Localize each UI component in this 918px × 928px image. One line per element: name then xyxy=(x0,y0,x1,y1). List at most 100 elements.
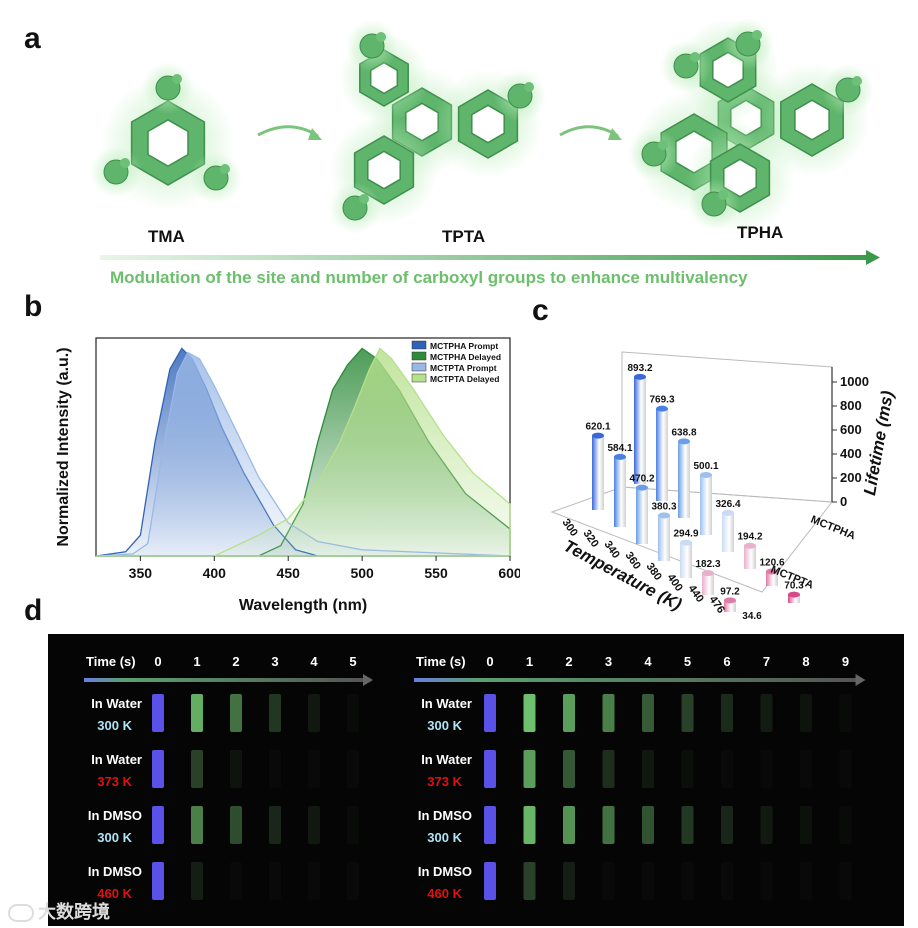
z-tick-label-0: 1000 xyxy=(840,374,869,389)
z-axis-label: Lifetime (ms) xyxy=(860,389,897,497)
data-label-mctpha-3: 500.1 xyxy=(693,461,718,472)
data-label-mctpha-0: 893.2 xyxy=(627,363,652,374)
right-vial-3-6 xyxy=(721,862,733,900)
bar-mctpha-2 xyxy=(678,441,690,518)
reaction-arrow-1-head xyxy=(308,128,322,140)
bar-top-mctpta-0 xyxy=(592,432,604,439)
tpta-ring-right-hole xyxy=(471,104,505,144)
right-time-2: 2 xyxy=(565,654,572,669)
right-row-2-temp: 300 K xyxy=(427,830,462,845)
right-vial-3-5 xyxy=(681,862,694,900)
z-tick-label-2: 600 xyxy=(840,422,862,437)
data-label-mctpta-1: 584.1 xyxy=(607,443,632,454)
panel-letter-b: b xyxy=(24,290,43,323)
right-vial-2-1 xyxy=(523,806,536,844)
right-time-arrow xyxy=(414,678,856,682)
left-row-0-temp: 300 K xyxy=(97,718,132,733)
legend-entry-0: MCTPHA Prompt xyxy=(430,341,498,351)
right-time-4: 4 xyxy=(644,654,652,669)
right-row-0-temp: 300 K xyxy=(427,718,462,733)
left-row-2-solvent: In DMSO xyxy=(88,808,142,823)
right-vial-3-1 xyxy=(523,862,536,900)
bar-mctpha-1 xyxy=(656,408,668,501)
data-label-mctpha-5: 194.2 xyxy=(737,532,762,543)
reaction-arrow-2-head xyxy=(608,128,622,140)
tpha-carboxyl-left-h xyxy=(658,140,668,150)
x-tick-label-4: 550 xyxy=(424,565,448,581)
data-label-mctpta-7: 34.6 xyxy=(742,611,762,622)
left-row-1-temp: 373 K xyxy=(97,774,132,789)
legend-swatch-2 xyxy=(411,362,427,372)
panel-letter-c: c xyxy=(532,294,549,327)
left-time-arrow xyxy=(84,678,363,682)
vial-grid: Time (s) 0 1 2 3 4 5 In Water 300 K In Water 373 K… xyxy=(84,654,866,901)
tma-carboxyl-top-h xyxy=(172,74,182,84)
data-label-mctpha-2: 638.8 xyxy=(671,427,696,438)
left-time-5: 5 xyxy=(349,654,356,669)
x-tick-label-3: 500 xyxy=(350,565,374,581)
x-tick-label-1: 400 xyxy=(203,565,227,581)
right-vial-0-3 xyxy=(602,694,615,732)
left-time-2: 2 xyxy=(232,654,239,669)
bar-mctpha-5 xyxy=(744,545,756,569)
right-vial-1-3 xyxy=(602,750,615,788)
left-vial-3-5 xyxy=(347,862,359,900)
panel-letter-a: a xyxy=(24,22,41,55)
data-label-mctpta-5: 182.3 xyxy=(695,559,720,570)
tpha-carboxyl-right-h xyxy=(852,76,862,86)
panel-letter-d: d xyxy=(24,594,43,627)
right-vial-2-8 xyxy=(800,806,812,844)
right-time-0: 0 xyxy=(486,654,493,669)
banner-arrow-head xyxy=(866,250,880,265)
x-tick-label-0: 350 xyxy=(129,565,153,581)
spectrum-3 xyxy=(96,347,511,557)
right-vial-2-2 xyxy=(563,806,575,844)
tpha-ring-right-hole xyxy=(794,99,830,141)
tpha-carboxyl-top-h xyxy=(752,30,762,40)
right-vial-3-0 xyxy=(484,862,496,900)
left-vial-3-2 xyxy=(230,862,242,900)
bar-top-mctpha-7 xyxy=(788,591,800,598)
left-time-3: 3 xyxy=(271,654,278,669)
legend-swatch-0 xyxy=(411,340,427,350)
z-tick-label-5: 0 xyxy=(840,494,847,509)
right-vial-2-0 xyxy=(484,806,496,844)
data-label-mctpta-0: 620.1 xyxy=(585,422,610,433)
right-vial-1-8 xyxy=(800,750,812,788)
right-vial-1-9 xyxy=(839,750,852,788)
right-time-6: 6 xyxy=(723,654,730,669)
x-axis-label: Wavelength (nm) xyxy=(239,597,367,614)
right-vial-3-8 xyxy=(800,862,812,900)
bar-mctpha-6 xyxy=(766,571,778,586)
watermark: 大数跨境 xyxy=(8,898,110,924)
legend-entry-2: MCTPTA Prompt xyxy=(430,363,497,373)
right-vial-1-6 xyxy=(721,750,733,788)
bar-top-mctpta-4 xyxy=(680,539,692,546)
right-vial-2-4 xyxy=(642,806,654,844)
legend-entry-3: MCTPTA Delayed xyxy=(430,374,499,384)
legend-swatch-3 xyxy=(411,373,427,383)
bar-top-mctpha-4 xyxy=(722,509,734,516)
molecule-label-tma: TMA xyxy=(148,227,185,246)
y-axis-label: Normalized Intensity (a.u.) xyxy=(55,347,72,546)
watermark-text: 大数跨境 xyxy=(38,902,110,922)
data-label-mctpta-6: 97.2 xyxy=(720,586,740,597)
right-time-label: Time (s) xyxy=(416,654,466,669)
bar-top-mctpha-5 xyxy=(744,542,756,549)
right-vial-0-1 xyxy=(523,694,536,732)
right-vial-3-9 xyxy=(839,862,852,900)
banner-arrow-bar xyxy=(100,255,870,260)
right-vial-2-9 xyxy=(839,806,852,844)
left-vial-2-2 xyxy=(230,806,242,844)
right-row-1-solvent: In Water xyxy=(421,752,472,767)
left-vial-2-5 xyxy=(347,806,359,844)
right-vial-2-5 xyxy=(681,806,694,844)
data-label-mctpta-2: 470.2 xyxy=(629,474,654,485)
bar-top-mctpha-2 xyxy=(678,438,690,445)
bar-mctpta-2 xyxy=(636,487,648,544)
right-vial-0-9 xyxy=(839,694,852,732)
bar-mctpha-3 xyxy=(700,474,712,535)
bar-mctpta-3 xyxy=(658,515,670,561)
left-time-0: 0 xyxy=(154,654,161,669)
tpta-ring-bottom-hole xyxy=(367,150,401,190)
